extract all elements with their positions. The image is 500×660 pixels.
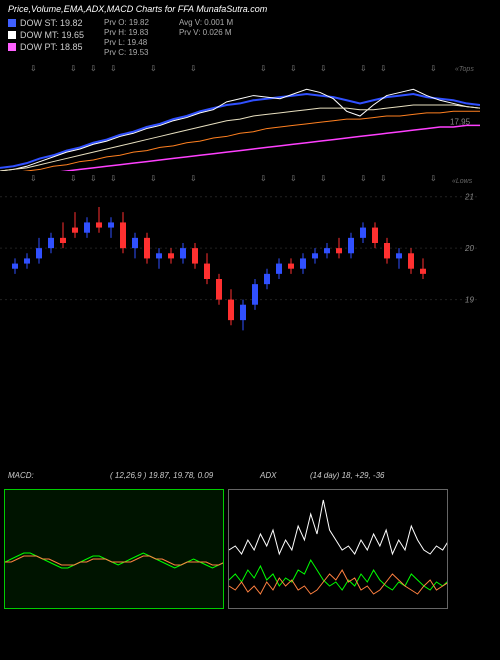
svg-text:⇩: ⇩ (360, 174, 367, 183)
svg-text:⇩: ⇩ (430, 174, 437, 183)
svg-text:⇩: ⇩ (70, 174, 77, 183)
svg-text:⇩: ⇩ (260, 64, 267, 73)
svg-text:⇩: ⇩ (190, 64, 197, 73)
stats-volume: Avg V: 0.001 MPrv V: 0.026 M (179, 18, 233, 57)
svg-text:⇩: ⇩ (30, 174, 37, 183)
macd-label: MACD: (8, 471, 34, 480)
svg-text:⇩: ⇩ (260, 174, 267, 183)
svg-text:⇩: ⇩ (190, 174, 197, 183)
svg-text:⇩: ⇩ (110, 174, 117, 183)
svg-text:⇩: ⇩ (290, 64, 297, 73)
stats-ohlc: Prv O: 19.82Prv H: 19.83Prv L: 19.48Prv … (104, 18, 149, 57)
svg-text:⇩: ⇩ (150, 174, 157, 183)
svg-text:⇩: ⇩ (320, 174, 327, 183)
svg-text:17.95: 17.95 (450, 118, 471, 127)
chart-title: Price,Volume,EMA,ADX,MACD Charts for FFA… (8, 4, 492, 14)
svg-text:⇩: ⇩ (110, 64, 117, 73)
svg-text:⇩: ⇩ (430, 64, 437, 73)
macd-panel (4, 489, 224, 614)
macd-params: ( 12,26,9 ) 19.87, 19.78, 0.09 (110, 471, 213, 480)
svg-text:20: 20 (464, 244, 474, 253)
svg-text:⇩: ⇩ (360, 64, 367, 73)
chart-container: Price,Volume,EMA,ADX,MACD Charts for FFA… (0, 0, 500, 660)
svg-text:⇩: ⇩ (380, 64, 387, 73)
svg-text:«Tops: «Tops (455, 66, 474, 73)
candlestick-panel: 21 20 19 ⇩ ⇩ ⇩ ⇩ ⇩ ⇩ ⇩ ⇩ ⇩ ⇩ ⇩ ⇩ «Lows (0, 171, 500, 351)
adx-params: (14 day) 18, +29, -36 (310, 471, 385, 480)
svg-text:21: 21 (464, 193, 474, 202)
legend-item: DOW PT: 18.85 (8, 42, 84, 52)
chart-header: Price,Volume,EMA,ADX,MACD Charts for FFA… (0, 0, 500, 61)
svg-text:⇩: ⇩ (380, 174, 387, 183)
adx-label: ADX (260, 471, 276, 480)
svg-text:⇩: ⇩ (90, 64, 97, 73)
svg-text:⇩: ⇩ (320, 64, 327, 73)
legend-block: DOW ST: 19.82 DOW MT: 19.65 DOW PT: 18.85 (8, 18, 84, 57)
price-ema-panel: ⇩ ⇩ ⇩ ⇩ ⇩ ⇩ ⇩ ⇩ ⇩ ⇩ ⇩ ⇩ 17.95 «Tops (0, 61, 500, 171)
svg-text:⇩: ⇩ (30, 64, 37, 73)
adx-panel (228, 489, 448, 614)
svg-text:⇩: ⇩ (150, 64, 157, 73)
svg-text:⇩: ⇩ (290, 174, 297, 183)
svg-text:⇩: ⇩ (90, 174, 97, 183)
svg-text:19: 19 (465, 296, 474, 305)
legend-item: DOW MT: 19.65 (8, 30, 84, 40)
svg-text:«Lows: «Lows (452, 178, 473, 185)
legend-item: DOW ST: 19.82 (8, 18, 84, 28)
svg-text:⇩: ⇩ (70, 64, 77, 73)
